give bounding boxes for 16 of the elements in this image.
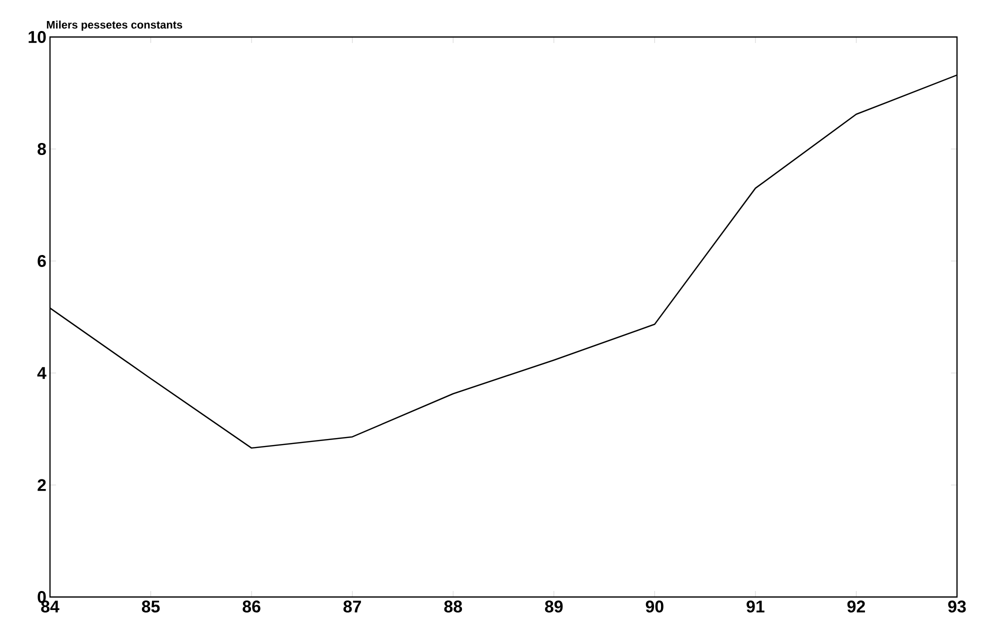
x-tick-label: 85: [142, 600, 160, 613]
x-tick-label: 92: [847, 600, 865, 613]
x-tick-label: 89: [545, 600, 563, 613]
x-tick-label: 86: [242, 600, 260, 613]
x-tick-label: 88: [444, 600, 462, 613]
x-tick-label: 84: [41, 600, 60, 613]
y-axis-title: Milers pessetes constants: [46, 20, 182, 31]
y-tick-label: 8: [38, 143, 46, 155]
x-tick-label: 91: [746, 600, 764, 613]
y-tick-label: 4: [37, 367, 46, 379]
x-tick-label: 87: [343, 600, 362, 613]
y-tick-label: 6: [38, 255, 46, 267]
y-tick-label: 10: [28, 30, 46, 43]
x-tick-label: 93: [948, 600, 966, 613]
x-tick-label: 90: [646, 600, 664, 613]
y-tick-label: 2: [38, 479, 46, 491]
